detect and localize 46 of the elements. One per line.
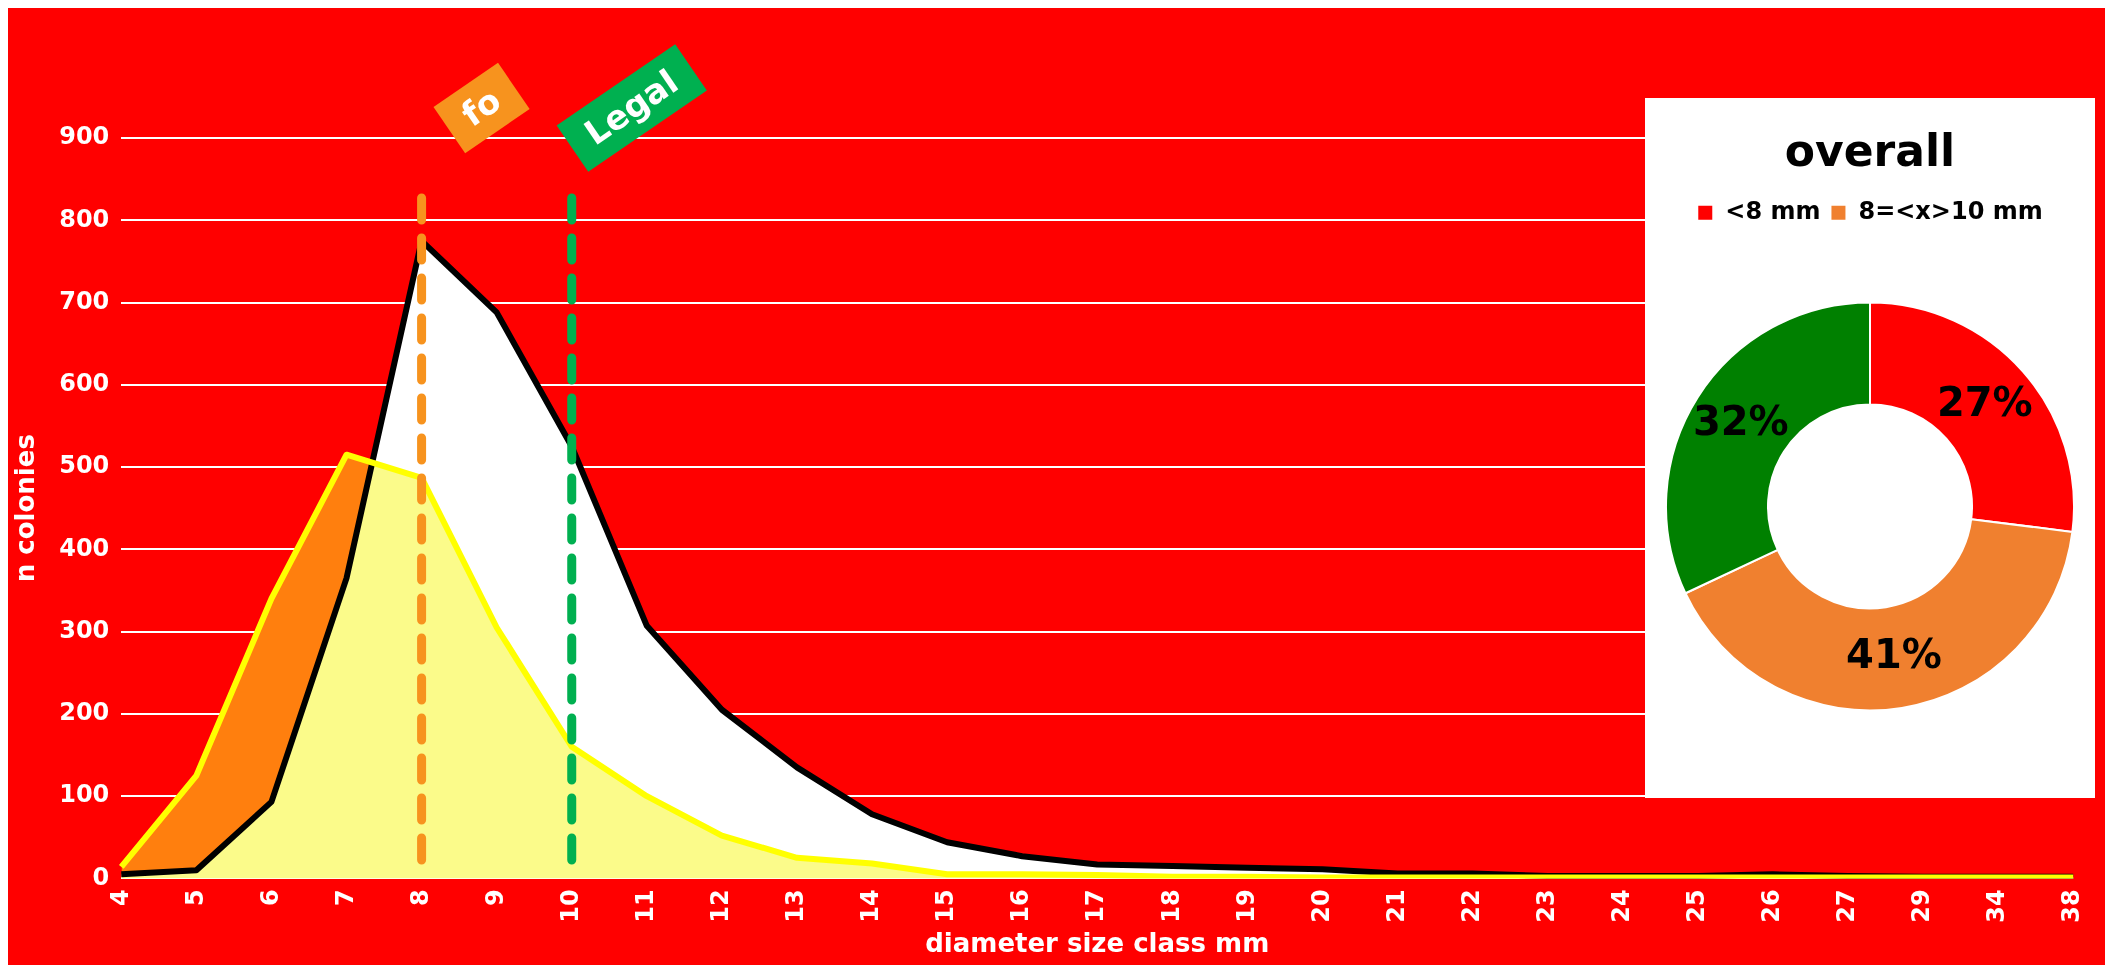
x-tick-label: 34: [1982, 889, 2011, 923]
x-tick-label: 5: [180, 889, 209, 907]
x-tick-label: 23: [1531, 889, 1560, 923]
x-tick-label: 13: [781, 889, 810, 923]
y-tick-label: 800: [59, 204, 110, 233]
legend-label: 8=<x>10 mm: [1858, 197, 2043, 226]
x-tick-label: 19: [1231, 889, 1260, 923]
x-tick-label: 38: [2057, 889, 2086, 923]
x-tick-label: 27: [1832, 889, 1861, 923]
legend-label: <8 mm: [1725, 197, 1821, 226]
y-tick-label: 200: [59, 698, 110, 727]
y-tick-label: 0: [92, 862, 110, 891]
x-tick-label: 4: [105, 889, 134, 907]
x-tick-label: 10: [555, 889, 584, 923]
x-axis-title: diameter size class mm: [925, 928, 1270, 959]
x-tick-label: 12: [706, 889, 735, 923]
data-label: 41%: [1846, 630, 1942, 677]
y-tick-label: 900: [59, 122, 110, 151]
x-tick-label: 24: [1607, 889, 1635, 923]
data-label: 27%: [1936, 378, 2033, 425]
y-tick-label: 500: [59, 451, 110, 480]
y-tick-label: 400: [59, 533, 110, 562]
y-axis-title: n colonies: [10, 434, 41, 583]
x-tick-label: 25: [1682, 889, 1711, 923]
y-tick-label: 700: [59, 286, 110, 315]
y-tick-label: 600: [59, 369, 110, 398]
x-tick-label: 8: [405, 889, 434, 907]
x-tick-label: 20: [1306, 889, 1335, 923]
x-tick-label: 7: [330, 889, 359, 907]
x-tick-label: 6: [255, 889, 284, 907]
x-tick-label: 14: [856, 889, 885, 923]
x-tick-label: 26: [1757, 889, 1786, 923]
x-tick-label: 18: [1156, 889, 1185, 923]
x-tick-label: 21: [1381, 889, 1410, 923]
x-tick-label: 17: [1081, 889, 1110, 923]
y-tick-label: 300: [59, 615, 110, 644]
x-tick-label: 11: [631, 889, 660, 923]
data-label: 32%: [1692, 397, 1789, 444]
x-tick-label: 9: [480, 889, 509, 907]
x-tick-label: 15: [931, 889, 960, 923]
ref-line-label: fo: [453, 79, 508, 135]
x-tick-label: 22: [1456, 889, 1485, 923]
y-tick-label: 100: [59, 780, 110, 809]
x-tick-label: 16: [1006, 889, 1035, 923]
x-tick-label: 29: [1907, 889, 1936, 923]
chart-title: overall: [1784, 124, 1956, 176]
